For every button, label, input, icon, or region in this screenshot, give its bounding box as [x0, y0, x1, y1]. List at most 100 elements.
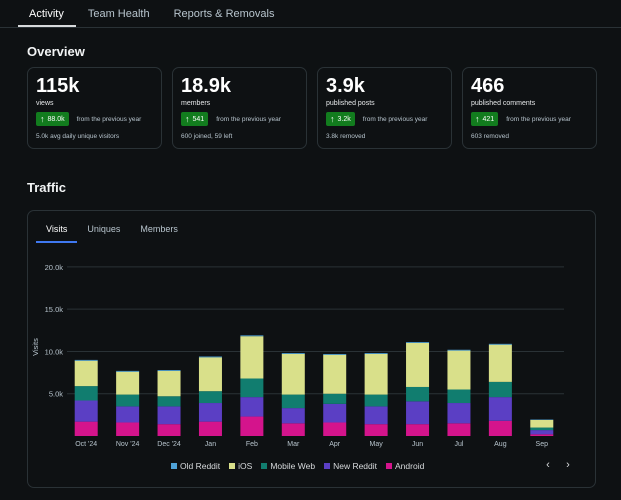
bar-segment-android[interactable] — [447, 423, 471, 436]
bar-segment-new-reddit[interactable] — [157, 406, 181, 425]
arrow-up-icon: ↑ — [330, 113, 335, 124]
bar-segment-old-reddit[interactable] — [323, 353, 347, 355]
stat-value: 466 — [471, 75, 505, 97]
bar-segment-new-reddit[interactable] — [406, 401, 430, 425]
change-badge: ↑ 421 — [471, 112, 499, 126]
stat-label: members — [181, 100, 211, 107]
bar-segment-new-reddit[interactable] — [74, 400, 98, 422]
chevron-right-icon[interactable]: › — [566, 459, 570, 471]
bar-segment-mobile-web[interactable] — [406, 386, 430, 402]
stat-value: 115k — [36, 75, 80, 97]
bar-segment-ios[interactable] — [488, 344, 512, 382]
legend-item-new-reddit[interactable]: New Reddit — [324, 461, 377, 471]
bar-segment-android[interactable] — [116, 422, 140, 436]
bar-segment-android[interactable] — [281, 423, 305, 436]
bar-segment-android[interactable] — [240, 416, 264, 436]
stat-value: 18.9k — [181, 75, 232, 97]
bar-segment-mobile-web[interactable] — [364, 394, 388, 407]
bar-segment-ios[interactable] — [323, 354, 347, 394]
bar-segment-mobile-web[interactable] — [240, 378, 264, 398]
legend-item-old-reddit[interactable]: Old Reddit — [171, 461, 220, 471]
bar-segment-mobile-web[interactable] — [157, 396, 181, 407]
bar-segment-android[interactable] — [530, 434, 554, 436]
bar-segment-mobile-web[interactable] — [116, 394, 140, 407]
bar-segment-android[interactable] — [323, 422, 347, 436]
bar-segment-mobile-web[interactable] — [488, 381, 512, 398]
bar-segment-ios[interactable] — [406, 343, 430, 387]
bar-segment-old-reddit[interactable] — [157, 370, 181, 371]
bar-segment-new-reddit[interactable] — [116, 406, 140, 423]
bar-segment-old-reddit[interactable] — [198, 356, 222, 358]
bar-segment-ios[interactable] — [530, 419, 554, 428]
bar-segment-android[interactable] — [406, 424, 430, 436]
x-tick-label: Jul — [454, 441, 463, 448]
bar-segment-mobile-web[interactable] — [281, 394, 305, 409]
legend-swatch — [229, 463, 236, 469]
bar-segment-old-reddit[interactable] — [447, 349, 471, 351]
tab-team-health[interactable]: Team Health — [87, 8, 150, 20]
x-tick-label: Jan — [205, 441, 216, 448]
chevron-left-icon[interactable]: ‹ — [546, 459, 550, 471]
bar-segment-new-reddit[interactable] — [530, 430, 554, 435]
bar-segment-mobile-web[interactable] — [198, 391, 222, 404]
bar-segment-android[interactable] — [488, 420, 512, 436]
bar-segment-ios[interactable] — [240, 336, 264, 379]
bar-segment-mobile-web[interactable] — [323, 393, 347, 404]
traffic-panel: Visits Uniques Members — [27, 210, 596, 488]
x-tick-label: Oct '24 — [75, 441, 97, 448]
tab-members[interactable]: Members — [140, 224, 178, 234]
x-tick-label: Sep — [536, 441, 549, 448]
overview-title: Overview — [27, 44, 85, 59]
y-tick-label: 10.0k — [45, 347, 64, 356]
bar-segment-ios[interactable] — [447, 350, 471, 390]
arrow-up-icon: ↑ — [475, 113, 480, 124]
bar-segment-new-reddit[interactable] — [240, 397, 264, 417]
tab-activity[interactable]: Activity — [18, 0, 76, 27]
stat-card-members: 18.9k members ↑ 541 from the previous yea… — [172, 67, 307, 149]
bar-segment-ios[interactable] — [198, 357, 222, 392]
legend-item-mobile-web[interactable]: Mobile Web — [261, 461, 315, 471]
bar-segment-old-reddit[interactable] — [74, 359, 98, 361]
bar-segment-mobile-web[interactable] — [530, 427, 554, 431]
stat-label: views — [36, 100, 54, 107]
legend-swatch — [386, 463, 393, 469]
compare-text: from the previous year — [362, 115, 428, 123]
bar-segment-old-reddit[interactable] — [364, 353, 388, 354]
bar-segment-old-reddit[interactable] — [281, 353, 305, 354]
tab-uniques[interactable]: Uniques — [87, 224, 121, 234]
bar-segment-old-reddit[interactable] — [488, 343, 512, 345]
x-tick-label: Mar — [287, 441, 300, 448]
bar-segment-new-reddit[interactable] — [488, 397, 512, 421]
legend-item-ios[interactable]: iOS — [229, 461, 252, 471]
legend-label: New Reddit — [333, 461, 378, 471]
bar-segment-ios[interactable] — [281, 353, 305, 395]
bar-segment-new-reddit[interactable] — [447, 403, 471, 424]
x-tick-label: Jun — [412, 441, 423, 448]
bar-segment-android[interactable] — [157, 424, 181, 436]
change-badge: ↑ 541 — [181, 112, 209, 126]
tab-visits[interactable]: Visits — [36, 221, 78, 243]
bar-segment-android[interactable] — [364, 424, 388, 436]
bar-segment-old-reddit[interactable] — [240, 335, 264, 337]
bar-segment-new-reddit[interactable] — [198, 403, 222, 422]
bar-segment-android[interactable] — [198, 421, 222, 436]
bar-segment-ios[interactable] — [157, 370, 181, 397]
arrow-up-icon: ↑ — [40, 113, 45, 124]
bar-segment-new-reddit[interactable] — [281, 408, 305, 424]
bar-segment-ios[interactable] — [116, 371, 140, 395]
y-tick-label: 20.0k — [45, 263, 64, 272]
tab-reports-removals[interactable]: Reports & Removals — [173, 8, 275, 20]
stat-subtext: 5.0k avg daily unique visitors — [36, 133, 120, 140]
legend-item-android[interactable]: Android — [386, 461, 424, 471]
bar-segment-ios[interactable] — [364, 353, 388, 395]
bar-segment-android[interactable] — [74, 421, 98, 436]
bar-segment-ios[interactable] — [74, 360, 98, 387]
bar-segment-mobile-web[interactable] — [447, 389, 471, 404]
bar-segment-old-reddit[interactable] — [116, 370, 140, 372]
chart-legend: Old Reddit iOS Mobile Web New Reddit Android — [171, 461, 433, 471]
bar-segment-mobile-web[interactable] — [74, 386, 98, 401]
bar-segment-old-reddit[interactable] — [406, 342, 430, 343]
bar-segment-new-reddit[interactable] — [364, 406, 388, 425]
bar-segment-new-reddit[interactable] — [323, 403, 347, 423]
change-badge: ↑ 3.2k — [326, 112, 355, 126]
